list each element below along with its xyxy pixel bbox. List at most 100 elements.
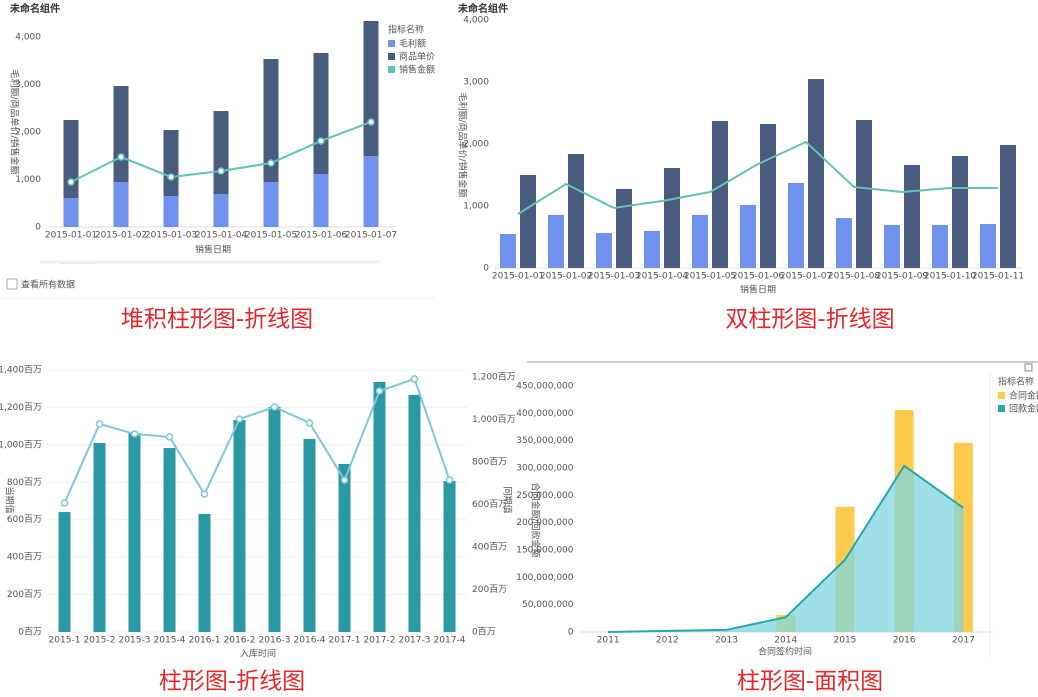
- y-tick-label: 200百万: [472, 584, 507, 595]
- y-tick-label: 0百万: [18, 627, 42, 638]
- line-point: [445, 476, 454, 484]
- line-point: [95, 420, 104, 428]
- x-tick-label: 2015-01-06: [295, 231, 348, 241]
- y-tick-label: 0百万: [472, 627, 496, 638]
- area-line: [608, 464, 964, 633]
- chart-caption: 双柱形图-折线图: [725, 307, 894, 333]
- expand-icon[interactable]: [1024, 363, 1033, 372]
- legend-title: 指标名称: [998, 376, 1034, 388]
- x-tick-label: 2017-3: [399, 636, 431, 646]
- bar: [213, 111, 229, 194]
- x-tick-label: 2014: [774, 636, 797, 646]
- line-point: [305, 419, 314, 427]
- x-tick-label: 2015-4: [154, 636, 186, 646]
- x-axis-label: 销售日期: [740, 284, 776, 296]
- legend-label: 商品单价: [399, 51, 435, 63]
- bar: [856, 120, 872, 268]
- bar: [408, 394, 421, 632]
- line-point: [217, 167, 225, 175]
- legend-label: 销售金额: [399, 64, 435, 76]
- x-axis-label: 销售日期: [195, 244, 231, 256]
- bar: [836, 218, 852, 268]
- x-tick-label: 2015-01-01: [492, 272, 544, 282]
- bar: [338, 463, 351, 632]
- line: [517, 140, 998, 215]
- y2-axis-label: 同期值: [502, 486, 514, 513]
- x-tick-label: 2013: [715, 636, 738, 646]
- y-tick-label: 400百万: [7, 552, 42, 563]
- x-tick-label: 2015-01-04: [636, 272, 689, 282]
- x-tick-label: 2017-2: [364, 636, 396, 646]
- x-tick-label: 2015-01-08: [828, 272, 881, 282]
- bar: [313, 53, 329, 174]
- legend-swatch: [388, 40, 395, 47]
- y-axis-label: 合同金额/回款金额: [530, 482, 542, 557]
- y-tick-label: 0: [568, 628, 574, 638]
- bar: [932, 224, 948, 268]
- x-tick-label: 2015-01-11: [972, 272, 1024, 282]
- legend-swatch: [388, 66, 395, 73]
- x-tick-label: 2015-01-07: [345, 231, 397, 241]
- x-axis-label: 合同签约时间: [758, 646, 812, 658]
- bar: [788, 182, 804, 268]
- line-point: [317, 137, 325, 145]
- bar: [268, 406, 281, 632]
- y-tick-label: 2,000: [463, 140, 489, 150]
- line-point: [375, 387, 384, 395]
- y-tick-label: 3,000: [15, 80, 41, 90]
- bar: [263, 182, 279, 227]
- line: [63, 377, 451, 504]
- chart-title: 未命名组件: [457, 2, 508, 15]
- x-tick-label: 2015-01-04: [195, 231, 248, 241]
- x-tick-label: 2017: [952, 636, 975, 646]
- x-tick-label: 2016: [893, 636, 916, 646]
- bar: [213, 193, 229, 227]
- checkbox-label: 查看所有数据: [21, 279, 75, 291]
- y-tick-label: 300,000,000: [516, 464, 574, 474]
- y-tick-label: 200,000,000: [516, 518, 574, 528]
- y-tick-label: 600百万: [7, 514, 42, 525]
- legend-swatch: [388, 53, 395, 60]
- bar: [163, 448, 176, 632]
- x-tick-label: 2012: [656, 636, 679, 646]
- bar: [712, 120, 728, 268]
- x-tick-label: 2016-3: [259, 636, 291, 646]
- line-point: [410, 375, 419, 383]
- bar: [63, 119, 79, 199]
- line-point: [367, 118, 375, 126]
- x-tick-label: 2015-01-02: [540, 272, 592, 282]
- y-tick-label: 350,000,000: [516, 436, 574, 446]
- bar: [443, 480, 456, 632]
- x-tick-label: 2015-01-06: [732, 272, 785, 282]
- x-tick-label: 2015-01-10: [924, 272, 977, 282]
- checkbox[interactable]: [6, 278, 18, 290]
- y-axis-label: 当期值: [4, 486, 16, 513]
- y-tick-label: 800百万: [7, 477, 42, 488]
- bar: [808, 79, 824, 268]
- line-point: [130, 430, 139, 438]
- y-tick-label: 450,000,000: [516, 382, 574, 392]
- y-tick-label: 600百万: [472, 499, 507, 510]
- bar: [596, 232, 612, 268]
- line-point: [267, 159, 275, 167]
- x-tick-label: 2015-01-02: [95, 231, 147, 241]
- y-tick-label: 400,000,000: [516, 409, 574, 419]
- bar: [373, 381, 386, 632]
- bar: [363, 20, 379, 156]
- chart-title: 未命名组件: [9, 2, 60, 15]
- x-tick-label: 2015-01-07: [780, 272, 832, 282]
- x-tick-label: 2015-01-03: [588, 272, 640, 282]
- bar: [363, 155, 379, 227]
- x-tick-label: 2015-1: [49, 636, 81, 646]
- bar: [568, 153, 584, 268]
- x-tick-label: 2015-01-05: [245, 231, 297, 241]
- x-tick-label: 2015-3: [119, 636, 151, 646]
- y-tick-label: 0: [483, 264, 489, 274]
- y-tick-label: 1,000百万: [0, 439, 42, 450]
- bar: [740, 205, 756, 268]
- chart-caption: 柱形图-面积图: [737, 669, 883, 695]
- bar: [128, 433, 141, 632]
- x-tick-label: 2016-2: [224, 636, 256, 646]
- y-tick-label: 3,000: [463, 78, 489, 88]
- line-point: [340, 476, 349, 484]
